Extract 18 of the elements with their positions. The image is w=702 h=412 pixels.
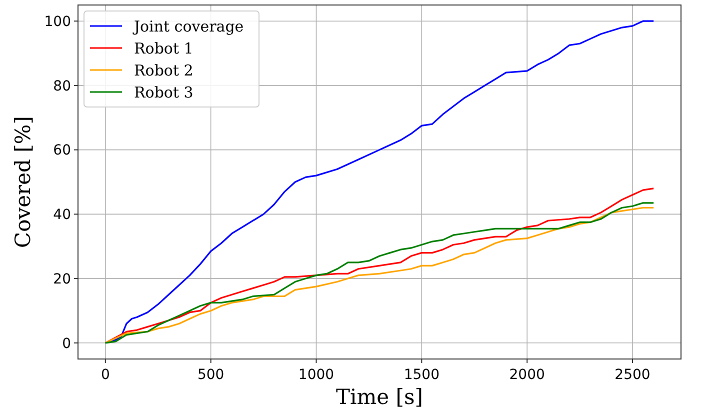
legend-label: Joint coverage: [132, 17, 244, 36]
y-tick-label: 20: [53, 271, 71, 288]
x-tick-label: 1500: [404, 367, 440, 383]
y-tick-label: 100: [44, 14, 71, 30]
y-tick-label: 60: [53, 142, 71, 159]
legend-label: Robot 1: [134, 39, 194, 58]
legend-label: Robot 2: [134, 61, 194, 80]
y-tick-label: 0: [62, 336, 71, 352]
x-tick-label: 0: [100, 367, 110, 383]
y-tick-label: 40: [53, 207, 71, 224]
x-tick-label: 1000: [298, 367, 334, 383]
legend-label: Robot 3: [134, 83, 194, 102]
x-axis-title: Time [s]: [336, 385, 423, 409]
x-tick-label: 2000: [509, 367, 545, 383]
y-tick-label: 80: [53, 78, 71, 94]
x-tick-label: 2500: [614, 367, 650, 383]
x-tick-label: 500: [197, 367, 224, 383]
y-axis-title: Covered [%]: [11, 116, 35, 248]
